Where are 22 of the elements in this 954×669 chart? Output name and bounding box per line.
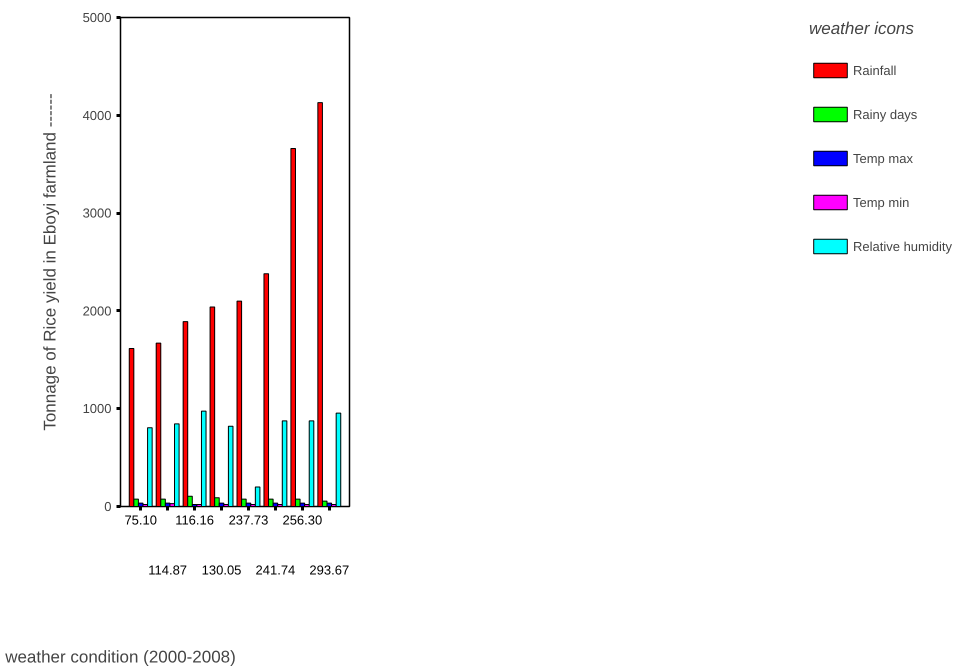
legend-label: Relative humidity — [853, 238, 952, 254]
y-tick-label: 2000 — [82, 303, 112, 318]
y-axis-title: Tonnage of Rice yield in Eboyi farmland ------ — [40, 93, 60, 431]
x-tick-label: 130.05 — [202, 562, 242, 578]
y-tick-label: 5000 — [82, 10, 112, 25]
legend-label: Temp min — [853, 194, 910, 210]
legend-title: weather icons — [809, 19, 915, 39]
y-tick-label: 4000 — [82, 108, 112, 123]
x-tick-label: 114.87 — [148, 562, 188, 578]
x-tick-label: 256.30 — [282, 512, 322, 528]
x-tick-label: 116.16 — [175, 512, 214, 528]
legend-label: Rainy days — [853, 106, 918, 122]
y-tick-label: 3000 — [82, 206, 112, 221]
legend-label: Rainfall — [853, 62, 896, 78]
x-tick-label: 75.10 — [124, 512, 157, 528]
x-axis-title: weather condition (2000-2008) — [4, 648, 236, 666]
x-tick-label: 241.74 — [256, 562, 296, 578]
y-tick-label: 1000 — [82, 401, 112, 416]
legend-label: Temp max — [853, 150, 913, 166]
x-tick-label: 293.67 — [309, 562, 350, 578]
x-tick-label: 237.73 — [228, 512, 268, 528]
y-tick-label: 0 — [104, 499, 112, 514]
